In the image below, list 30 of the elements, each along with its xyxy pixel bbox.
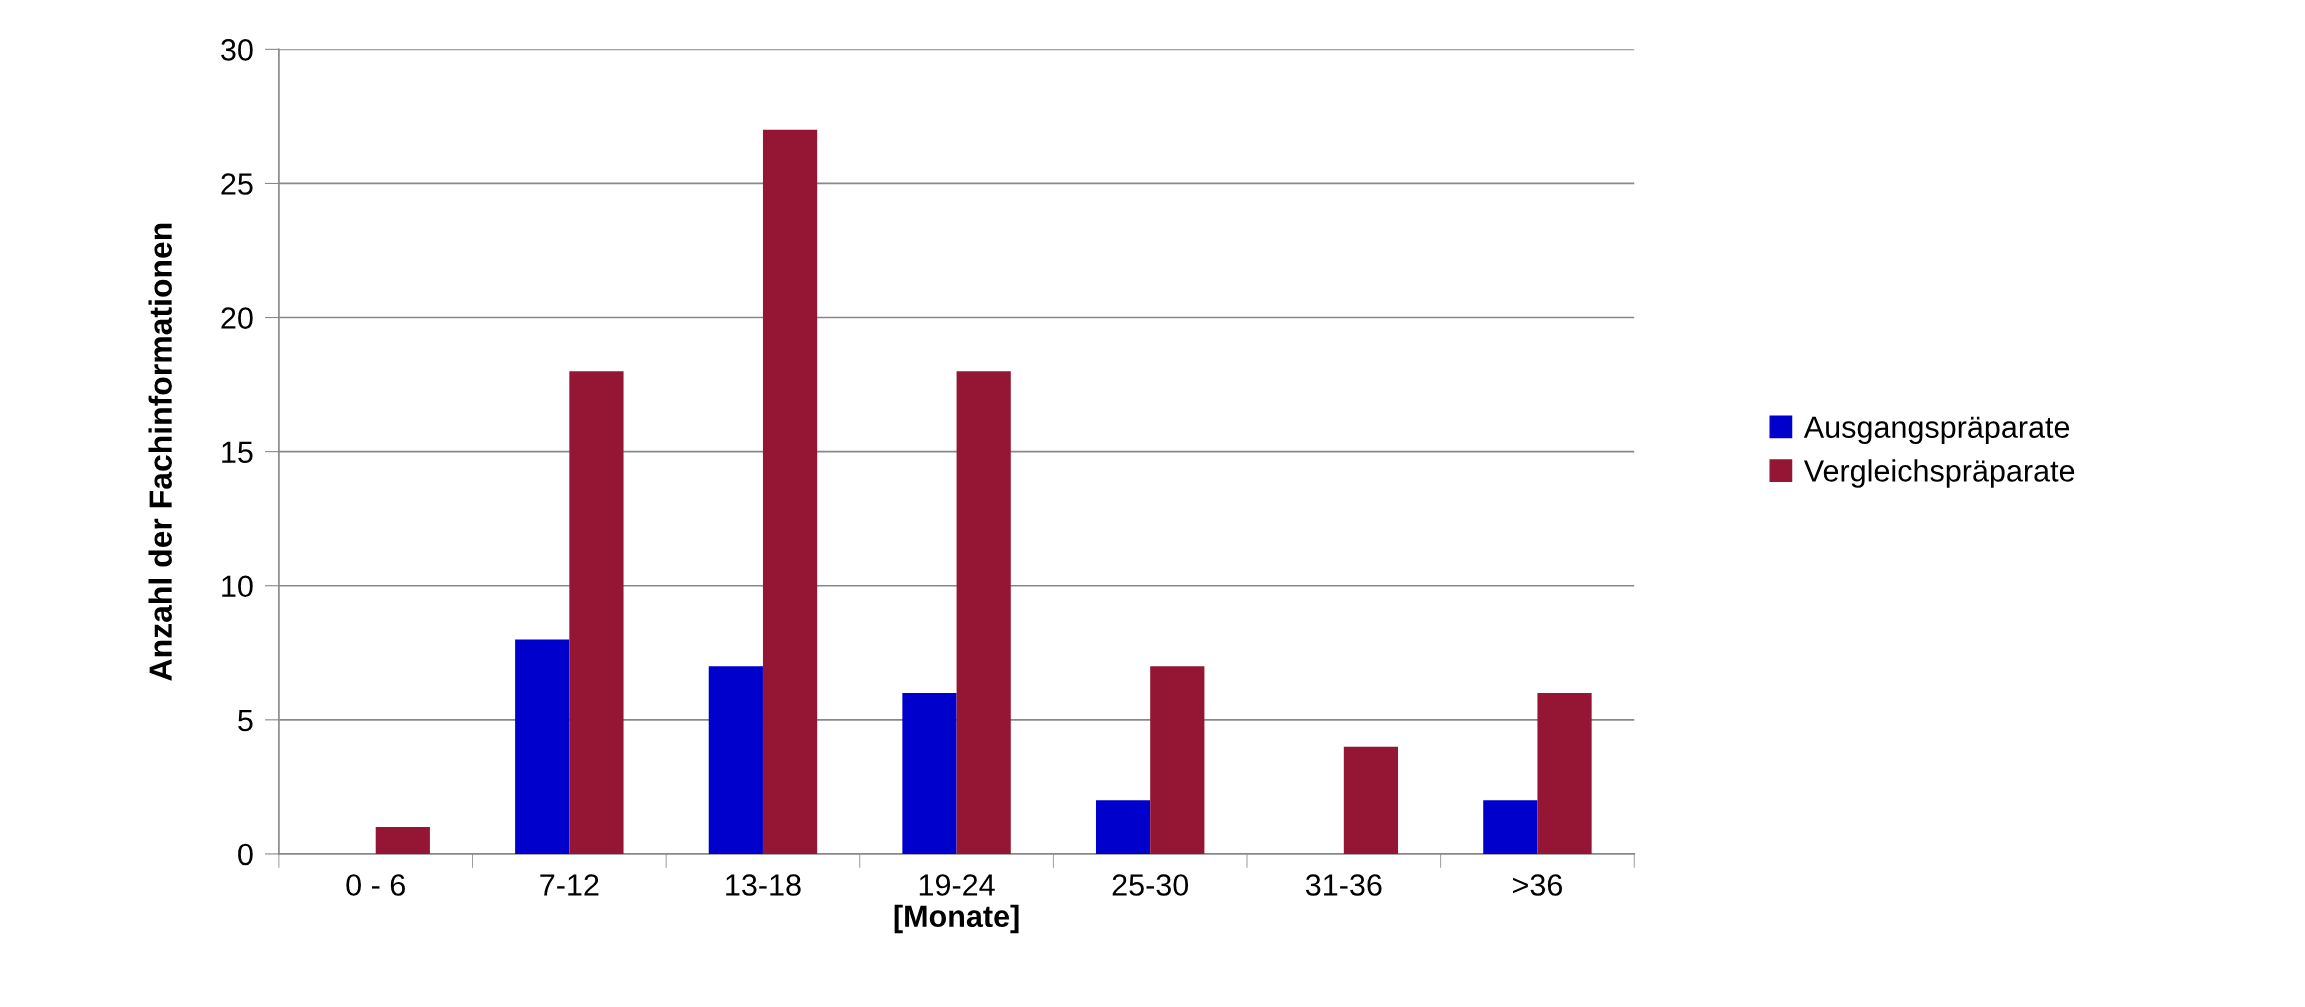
bar — [515, 639, 570, 854]
y-tick-label: 10 — [222, 575, 253, 598]
bar — [569, 371, 624, 854]
bar — [375, 827, 430, 854]
y-tick-label: 15 — [222, 441, 253, 464]
bar — [1150, 666, 1205, 854]
x-tick-label: 7-12 — [540, 874, 599, 896]
bar — [1095, 800, 1151, 854]
bar — [762, 129, 818, 854]
bar — [1483, 800, 1538, 854]
x-tick-label: 19-24 — [919, 874, 995, 896]
legend-label: Vergleichspräparate — [1803, 459, 2075, 488]
x-tick-label: 0 - 6 — [346, 874, 405, 896]
legend-label: Ausgangspräparate — [1803, 416, 2070, 444]
x-tick-label: 13-18 — [726, 874, 801, 896]
y-tick-label: 0 — [238, 843, 253, 866]
y-tick-label: 25 — [221, 173, 253, 195]
bar — [902, 693, 957, 854]
x-axis-title: [Monate] — [894, 904, 1019, 934]
x-tick-label: 31-36 — [1305, 874, 1382, 896]
bar — [708, 666, 763, 854]
y-tick-label: 5 — [238, 709, 253, 732]
x-tick-label: 25-30 — [1112, 874, 1189, 896]
x-tick-label: >36 — [1513, 874, 1563, 896]
y-tick-label: 30 — [221, 39, 253, 61]
y-tick-label: 20 — [221, 307, 253, 329]
bar — [1537, 693, 1592, 854]
y-axis-title: Anzahl der Fachinformationen — [148, 223, 172, 681]
bar — [1343, 746, 1399, 854]
bar — [956, 371, 1011, 854]
